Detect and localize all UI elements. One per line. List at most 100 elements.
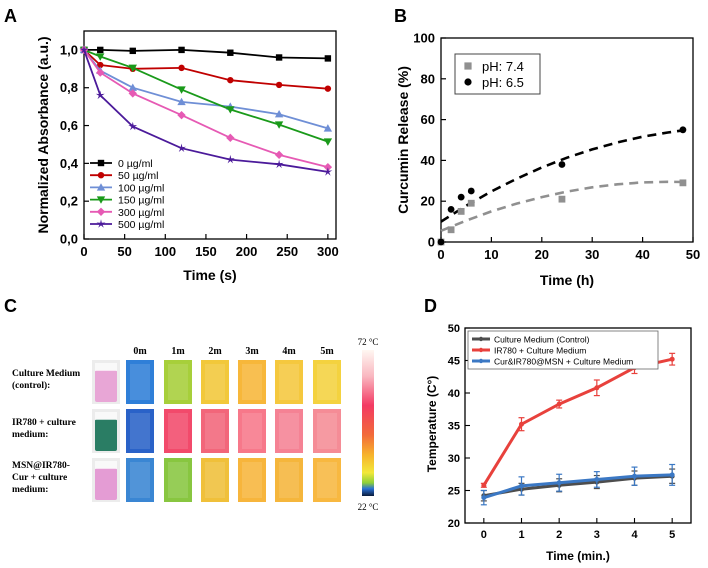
- data-point-b: [558, 161, 566, 168]
- plot-frame-a: [83, 30, 337, 240]
- thermal-cell: [164, 458, 192, 502]
- y-tick-label-b: 0: [428, 235, 435, 250]
- data-point-a: [226, 106, 235, 114]
- time-label: 3m: [245, 346, 259, 357]
- data-point-d: [594, 476, 600, 482]
- thermal-cell: [201, 458, 229, 502]
- thermal-row: MSN@IR780- Cur + culture medium:: [12, 458, 341, 502]
- series-line-d: [482, 357, 673, 487]
- thermal-cell: [201, 409, 229, 453]
- x-tick-label-a: 250: [276, 244, 298, 259]
- data-point-d: [594, 385, 600, 391]
- data-point-a: [128, 64, 137, 73]
- legend-label-a: 0 µg/ml: [118, 158, 153, 170]
- series-line-a: [83, 49, 329, 130]
- row-label: IR780 + culture: [12, 418, 76, 428]
- thermal-cell: [126, 409, 154, 453]
- legend-marker-d: [478, 358, 484, 364]
- data-point-a: [97, 46, 104, 54]
- thermal-cell-highlight: [279, 413, 299, 449]
- data-point-a: [323, 162, 333, 172]
- legend-label-d: IR780 + Culture Medium: [494, 346, 586, 356]
- y-tick-label-d: 35: [448, 421, 460, 433]
- plot-frame-b: [440, 37, 694, 243]
- data-point-b: [467, 199, 475, 207]
- data-point-a: [275, 81, 283, 89]
- data-point-a: [275, 54, 283, 61]
- y-tick-label-d: 20: [448, 518, 460, 530]
- chart-b: B 0 10 20 30 40 50 0 20 40 60 80 100 pH: 7.4pH: 6.…: [394, 6, 700, 288]
- x-tick-label-d: 0: [481, 529, 487, 541]
- x-tick-label-a: 100: [154, 244, 176, 259]
- thermal-cell: [313, 360, 341, 404]
- data-point-b: [447, 226, 455, 234]
- data-point-a: [324, 85, 332, 92]
- time-label: 5m: [320, 346, 334, 357]
- series-line-a: [83, 49, 329, 143]
- x-tick-label-b: 40: [635, 247, 649, 262]
- data-point-a: [323, 124, 333, 132]
- thermal-cell: [164, 360, 192, 404]
- row-label: Cur + culture: [12, 473, 67, 483]
- series-line-d: [483, 473, 673, 500]
- data-point-a: [177, 97, 186, 106]
- fit-curve-b: [440, 180, 683, 233]
- data-point-a: [274, 159, 284, 169]
- thermal-cell: [313, 458, 341, 502]
- data-point-b: [679, 179, 687, 187]
- data-point-a: [128, 121, 138, 131]
- y-tick-label-d: 30: [448, 453, 460, 465]
- series-line-a: [83, 49, 328, 90]
- data-point-a: [324, 55, 332, 62]
- data-point-a: [323, 138, 333, 146]
- scale-min-label: 22 °C: [358, 502, 379, 512]
- legend-marker-d: [478, 336, 484, 342]
- legend-marker-a: [97, 172, 105, 179]
- data-point-a: [128, 89, 137, 98]
- thermal-cell-highlight: [130, 413, 150, 449]
- data-point-a: [79, 45, 89, 54]
- x-tick-label-b: 20: [535, 247, 549, 262]
- legend-label-a: 500 µg/ml: [118, 219, 164, 231]
- data-point-b: [558, 195, 566, 203]
- legend-label-d: Culture Medium (Control): [494, 335, 590, 345]
- data-point-a: [97, 61, 104, 69]
- temperature-color-scale: [362, 350, 374, 496]
- legend-label-a: 300 µg/ml: [118, 207, 164, 219]
- thermal-cell-highlight: [242, 413, 262, 449]
- x-tick-label-a: 50: [117, 244, 131, 259]
- data-point-a: [178, 64, 185, 72]
- x-tick-label-b: 10: [484, 247, 498, 262]
- vial-cap: [95, 412, 117, 420]
- row-label: medium:: [12, 430, 48, 440]
- thermal-cell: [275, 409, 303, 453]
- thermal-image-panel: C 0m 1m 2m 3m 4m 5m Culture Medium(control): I…: [4, 296, 379, 512]
- y-tick-label-a: 0,6: [60, 118, 78, 133]
- data-point-b: [467, 187, 475, 195]
- thermal-cell-highlight: [168, 364, 188, 400]
- series-line-a: [84, 48, 328, 60]
- y-tick-label-d: 50: [448, 323, 460, 335]
- panel-label-c: C: [4, 296, 17, 316]
- x-tick-label-a: 200: [236, 244, 258, 259]
- x-tick-label-d: 2: [556, 529, 562, 541]
- thermal-cell-highlight: [130, 364, 150, 400]
- data-point-a: [178, 46, 185, 54]
- thermal-cell: [313, 409, 341, 453]
- panel-label-b: B: [394, 6, 407, 26]
- legend-box-d: [467, 330, 659, 370]
- x-axis-label-a: Time (s): [183, 267, 236, 283]
- data-point-d: [556, 480, 562, 486]
- x-tick-label-b: 30: [585, 247, 599, 262]
- data-point-d: [669, 356, 675, 362]
- row-label: medium:: [12, 485, 48, 495]
- x-axis-label-d: Time (min.): [546, 549, 610, 563]
- y-tick-label-a: 0,4: [60, 156, 79, 171]
- y-axis-label-b: Curcumin Release (%): [395, 66, 411, 214]
- data-point-a: [227, 49, 234, 56]
- vial-cap: [95, 363, 117, 371]
- legend-marker-a: [96, 196, 106, 204]
- data-point-d: [556, 401, 562, 407]
- legend-marker-a: [96, 219, 106, 228]
